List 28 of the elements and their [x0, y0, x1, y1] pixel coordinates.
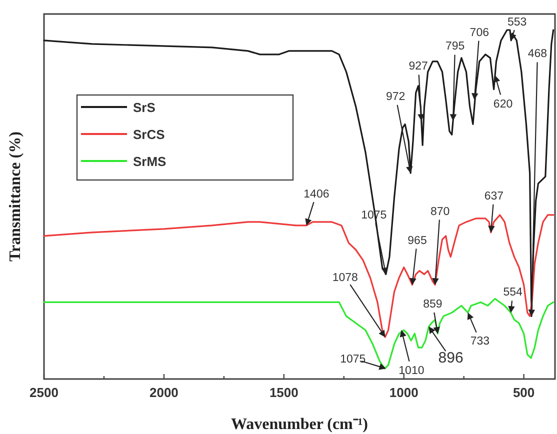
annotation: 553: [508, 16, 527, 28]
annotation: 554: [503, 286, 524, 299]
annotation: 896: [438, 350, 464, 367]
annotation: 1078: [332, 272, 358, 284]
x-axis-title: Wavenumber (cm⁻¹): [230, 416, 368, 433]
x-tick-label: 1500: [269, 385, 298, 400]
annotation: 870: [430, 206, 450, 218]
annotation: 795: [445, 40, 465, 53]
annotation: 468: [528, 48, 548, 60]
annotation: 637: [484, 190, 504, 202]
x-tick-label: 1000: [389, 385, 418, 400]
legend-label: SrMS: [133, 154, 167, 169]
x-tick-label: 2000: [149, 385, 178, 400]
legend-label: SrCS: [133, 127, 166, 142]
annotation: 859: [423, 298, 442, 311]
annotation: 706: [470, 26, 489, 39]
x-tick-label: 500: [512, 385, 535, 400]
annotation: 620: [493, 98, 513, 110]
y-axis-title: Transmittance (%): [7, 132, 24, 262]
annotation: 927: [408, 60, 428, 73]
annotation: 972: [386, 91, 406, 104]
legend-label: SrS: [133, 100, 156, 115]
annotation: 1406: [304, 188, 330, 200]
annotation: 965: [408, 234, 427, 247]
annotation: 1010: [398, 365, 424, 378]
annotation: 1075: [340, 354, 366, 366]
x-tick-label: 2500: [30, 385, 58, 400]
annotation: 733: [470, 336, 490, 348]
